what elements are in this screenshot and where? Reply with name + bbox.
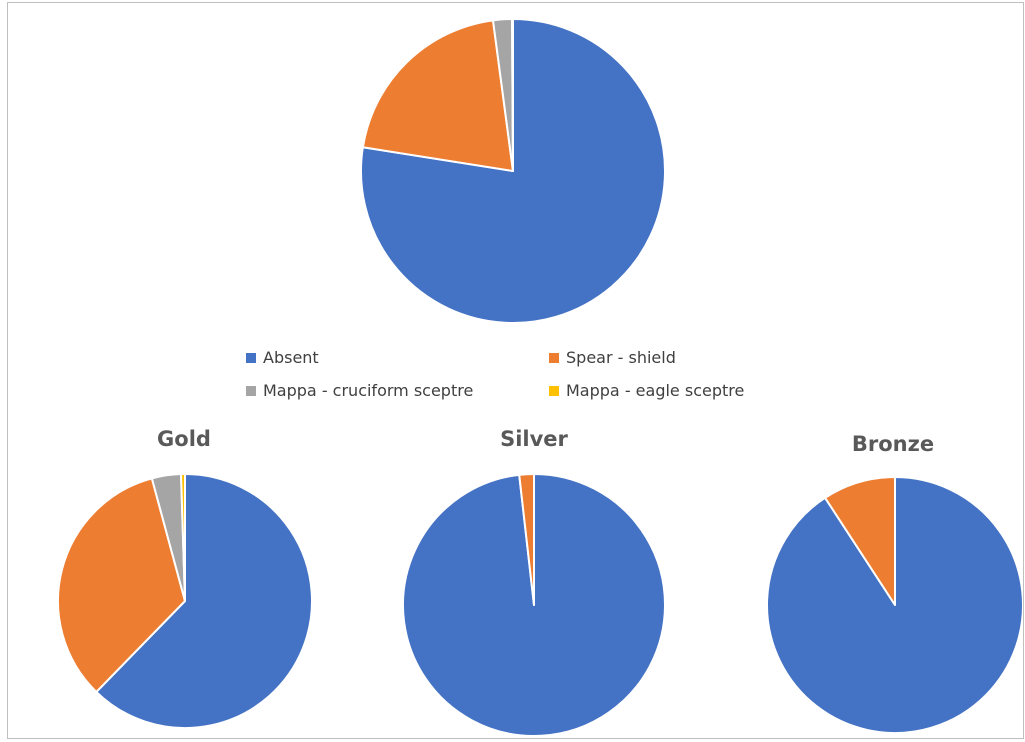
legend-swatch-spear-shield [549, 353, 559, 363]
pie-silver [402, 473, 666, 737]
pie-overall [360, 18, 666, 324]
legend-label-mappa-eagle-sceptre: Mappa - eagle sceptre [566, 381, 744, 400]
legend-item-mappa-cruciform-sceptre: Mappa - cruciform sceptre [246, 381, 473, 400]
legend-swatch-absent [246, 353, 256, 363]
legend-label-absent: Absent [263, 348, 319, 367]
pie-slice-gold-mappa-eagle-sceptre [180, 473, 186, 602]
pie-gold [57, 473, 313, 729]
pie-title-bronze: Bronze [852, 432, 934, 456]
pie-title-gold: Gold [157, 427, 211, 451]
pie-slice-silver-spear-shield [518, 473, 535, 606]
pie-slice-bronze-spear-shield [824, 476, 896, 606]
legend-label-spear-shield: Spear - shield [566, 348, 676, 367]
legend-item-mappa-eagle-sceptre: Mappa - eagle sceptre [549, 381, 744, 400]
legend-swatch-mappa-eagle-sceptre [549, 386, 559, 396]
pie-bronze [766, 476, 1023, 734]
pie-slice-overall-spear-shield [361, 19, 514, 172]
legend-label-mappa-cruciform-sceptre: Mappa - cruciform sceptre [263, 381, 473, 400]
legend: Absent Spear - shield Mappa - cruciform … [246, 348, 744, 400]
pie-title-silver: Silver [500, 427, 568, 451]
pie-slice-gold-absent [95, 473, 313, 729]
chart-area: Absent Spear - shield Mappa - cruciform … [7, 2, 1024, 739]
legend-swatch-mappa-cruciform-sceptre [246, 386, 256, 396]
legend-item-absent: Absent [246, 348, 319, 367]
legend-item-spear-shield: Spear - shield [549, 348, 676, 367]
pie-slice-overall-mappa-eagle-sceptre [511, 18, 514, 172]
chart-svg: Absent Spear - shield Mappa - cruciform … [57, 18, 1023, 737]
pie-slice-gold-spear-shield [57, 477, 186, 693]
